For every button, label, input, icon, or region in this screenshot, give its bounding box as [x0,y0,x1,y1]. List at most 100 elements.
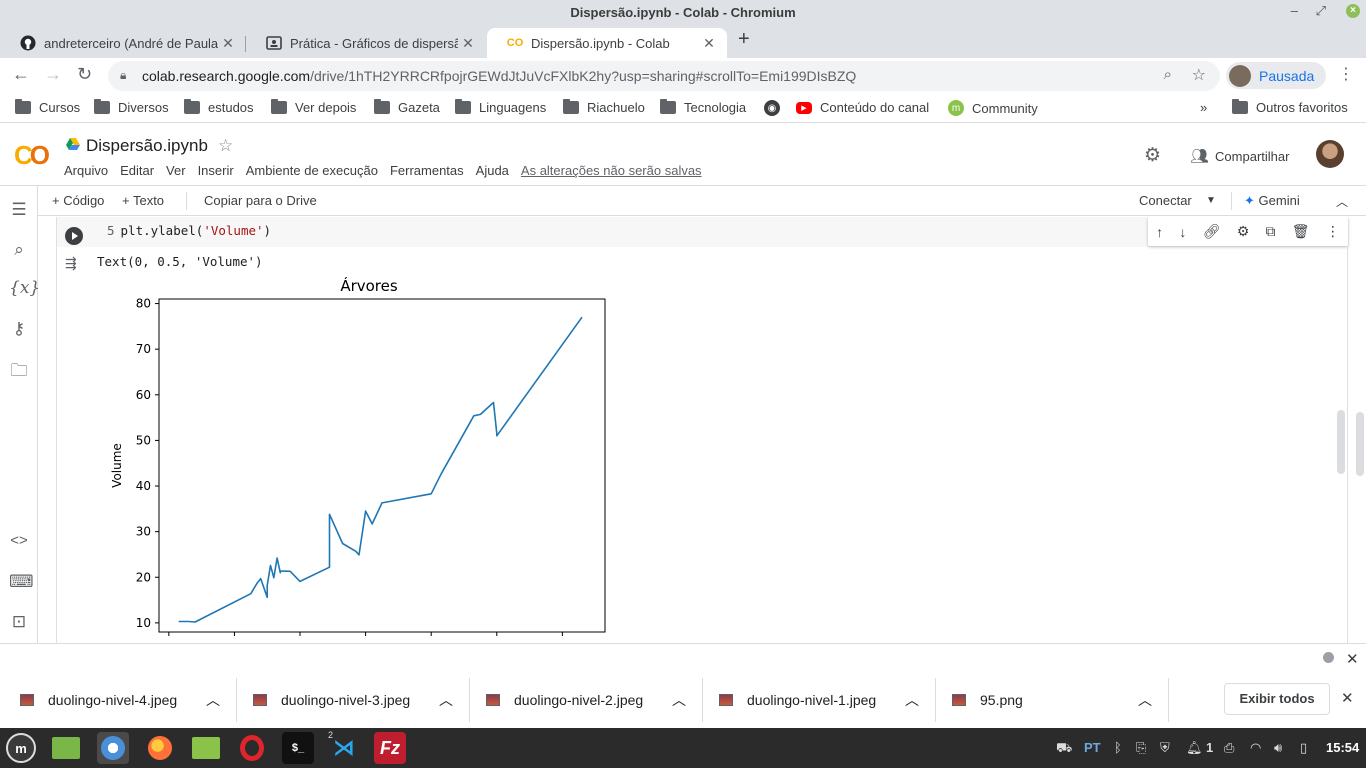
chevron-up-icon[interactable]: ︿ [905,692,919,708]
bookmark-folder[interactable]: Cursos [15,99,80,115]
colab-logo[interactable]: CO [14,140,50,170]
notification-icon[interactable]: 🔔︎ [1186,740,1203,755]
move-up-icon[interactable]: ↑ [1156,223,1164,240]
printer-icon[interactable]: ⎙ [1224,740,1235,755]
window-close-icon[interactable]: × [1346,4,1360,18]
chromium-app-icon[interactable] [97,732,129,764]
mirror-cell-icon[interactable]: ⧉ [1265,223,1276,239]
menu-ver[interactable]: Ver [166,163,186,178]
bookmark-star-icon[interactable]: ☆ [1191,67,1206,84]
reload-icon[interactable]: ↻ [77,64,93,84]
cell-settings-icon[interactable]: ⚙ [1236,223,1250,239]
tab-colab[interactable]: CO Dispersão.ipynb - Colab ✕ [487,28,727,58]
delete-icon[interactable]: 🗑︎ [1291,223,1310,239]
more-options-icon[interactable]: ⋮ [1325,223,1340,239]
kebab-menu-icon[interactable]: ⋮ [1338,66,1354,83]
files-folder-icon[interactable]: 🗀︎ [10,361,28,380]
download-item[interactable]: duolingo-nivel-4.jpeg [20,688,177,712]
copy-to-drive-button[interactable]: Copiar para o Drive [204,193,317,208]
bookmark-globe[interactable]: ◉ [764,100,788,116]
menu-ferramentas[interactable]: Ferramentas [389,163,464,178]
connect-button[interactable]: Conectar [1139,193,1192,208]
filezilla-app-icon[interactable]: Fz [374,732,406,764]
output-toggle-icon[interactable]: ⇶ [65,255,77,271]
command-palette-icon[interactable]: ⌨ [9,572,34,591]
chevron-up-icon[interactable]: ︿ [1138,692,1152,708]
link-icon[interactable]: 🔗︎ [1202,223,1221,239]
folder-app-icon[interactable] [190,732,222,764]
search-icon[interactable]: ⌕ [1163,66,1172,83]
new-tab-icon[interactable]: + [738,28,750,50]
battery-icon[interactable]: ▯ [1300,740,1308,755]
bookmark-folder[interactable]: estudos [184,99,254,115]
add-text-button[interactable]: + Texto [122,193,165,208]
code-editor[interactable]: 5 plt.ylabel('Volume') [57,217,1349,247]
tab-close-icon[interactable]: ✕ [222,34,234,51]
add-code-button[interactable]: + Código [52,193,105,208]
bookmark-folder[interactable]: Ver depois [271,99,356,115]
firefox-app-icon[interactable] [144,732,176,764]
volume-icon[interactable]: 🔊︎ [1274,740,1283,755]
more-bookmarks-icon[interactable]: » [1200,100,1208,115]
bookmark-folder[interactable]: Diversos [94,99,169,115]
user-avatar[interactable] [1316,140,1344,168]
gemini-button[interactable]: ✦ Gemini [1244,193,1300,208]
terminal-icon[interactable]: ⊡ [11,612,27,631]
menu-arquivo[interactable]: Arquivo [64,163,109,178]
forward-icon[interactable]: → [44,64,62,84]
unsaved-notice-link[interactable]: As alterações não serão salvas [520,163,702,178]
close-download-bar-icon[interactable]: ✕ [1341,690,1354,707]
bookmark-folder[interactable]: Tecnologia [660,99,746,115]
notebook-title[interactable]: Dispersão.ipynb [86,136,208,155]
bookmark-folder[interactable]: Gazeta [374,99,440,115]
menu-editar[interactable]: Editar [120,163,155,178]
back-icon[interactable]: ← [12,64,30,84]
code-snippets-icon[interactable]: <> [10,532,28,549]
menu-inserir[interactable]: Inserir [197,163,234,178]
star-icon[interactable]: ☆ [218,136,234,155]
network-drive-icon[interactable]: ⛟ [1056,740,1073,755]
terminal-app-icon[interactable]: $_ [282,732,314,764]
chevron-up-icon[interactable]: ︿ [206,692,220,708]
close-icon[interactable]: ✕ [1346,651,1359,668]
url-text[interactable]: colab.research.google.com/drive/1hTH2YRR… [142,68,857,84]
collapse-chevron-icon[interactable]: ︿ [1336,195,1349,209]
move-down-icon[interactable]: ↓ [1179,223,1187,240]
tab-github[interactable]: andreterceiro (André de Paula ✕ [0,28,246,58]
chevron-up-icon[interactable]: ︿ [672,692,686,708]
download-item[interactable]: duolingo-nivel-2.jpeg [486,688,643,712]
bookmark-folder[interactable]: Riachuelo [563,99,645,115]
files-app-icon[interactable] [50,732,82,764]
variables-icon[interactable]: {x} [9,278,41,298]
download-item[interactable]: duolingo-nivel-1.jpeg [719,688,876,712]
menu-ambiente[interactable]: Ambiente de execução [245,163,378,178]
settings-gear-icon[interactable]: ⚙ [1144,145,1162,166]
vscode-app-icon[interactable]: ⋊ [333,735,355,760]
bookmark-other[interactable]: Outros favoritos [1232,99,1348,115]
code-line[interactable]: 5 plt.ylabel('Volume') [107,223,272,238]
tab-close-icon[interactable]: ✕ [703,34,715,51]
mint-menu-icon[interactable]: m [6,733,36,763]
tab-close-icon[interactable]: ✕ [462,34,474,51]
download-item[interactable]: duolingo-nivel-3.jpeg [253,688,410,712]
menu-ajuda[interactable]: Ajuda [475,163,509,178]
opera-app-icon[interactable] [236,732,268,764]
share-button[interactable]: 👥︎ Compartilhar [1190,147,1289,165]
bluetooth-icon[interactable]: ᛒ [1114,740,1122,755]
profile-button[interactable]: Pausada [1226,62,1326,89]
clipboard-icon[interactable]: ⎘ [1136,740,1147,755]
scrollbar-thumb[interactable] [1337,410,1345,474]
workspace-number[interactable]: 1 [1206,740,1214,755]
bookmark-community[interactable]: m Community [948,100,1038,116]
minimize-icon[interactable]: – [1290,3,1298,18]
bookmark-youtube[interactable]: ▶ Conteúdo do canal [796,100,929,115]
run-cell-button[interactable] [65,227,83,245]
tab-pratica[interactable]: Prática - Gráficos de dispersão ✕ [246,28,486,58]
page-scrollbar[interactable] [1356,412,1364,476]
code-cell[interactable]: 5 plt.ylabel('Volume') ↑ ↓ 🔗︎ ⚙ ⧉ 🗑︎ ⋮ ⇶ … [56,217,1349,643]
keyboard-layout[interactable]: PT [1084,740,1101,755]
bookmark-folder[interactable]: Linguagens [455,99,546,115]
site-info-icon[interactable]: 🔒︎ [120,68,127,82]
wifi-icon[interactable]: ◠ [1250,740,1262,755]
chevron-up-icon[interactable]: ︿ [439,692,453,708]
